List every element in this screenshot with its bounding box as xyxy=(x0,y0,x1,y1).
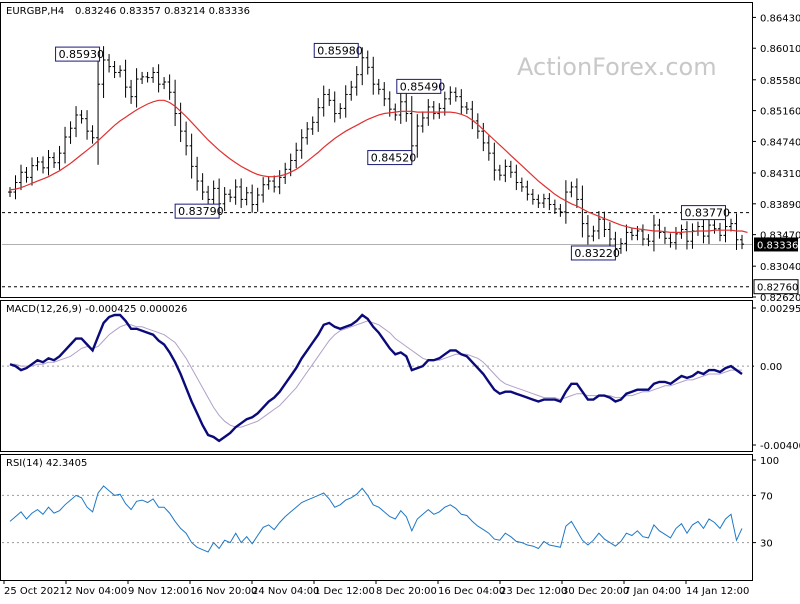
x-tick-label: 14 Jan 12:00 xyxy=(686,586,749,597)
rsi-line xyxy=(9,485,743,553)
price-callout-box xyxy=(396,78,442,94)
rsi-y-tick-label: 30 xyxy=(760,539,773,550)
x-tick-label: 8 Dec 20:00 xyxy=(376,586,437,597)
price-callout-label: 0.85980 xyxy=(317,44,363,57)
ohlc-readout: 0.83246 0.83357 0.83214 0.83336 xyxy=(75,6,250,17)
price-y-tick-label: 0.85580 xyxy=(760,76,800,87)
macd-signal-line xyxy=(10,320,742,428)
macd-y-tick-label: 0.002955 xyxy=(760,304,800,315)
price-callout-box xyxy=(174,203,220,219)
price-y-tick-label: 0.83890 xyxy=(760,200,800,211)
macd-title: MACD(12,26,9) -0.000425 0.000026 xyxy=(6,304,187,315)
support-price-label: 0.82760 xyxy=(757,283,798,294)
price-y-tick-label: 0.82620 xyxy=(760,293,800,304)
price-callout-box xyxy=(680,205,726,221)
rsi-pane-frame xyxy=(0,454,753,581)
price-y-tick-label: 0.85160 xyxy=(760,107,800,118)
x-tick-label: 24 Nov 04:00 xyxy=(252,586,319,597)
price-callout-box xyxy=(570,245,616,261)
macd-current-box xyxy=(754,359,798,374)
price-callout-box xyxy=(55,46,101,62)
price-callout-label: 0.84520 xyxy=(371,152,417,165)
macd-line xyxy=(9,313,743,443)
macd-current-label: 0.00 xyxy=(760,362,782,373)
current-price-label: 0.83336 xyxy=(757,240,798,251)
moving-average-line xyxy=(9,99,748,233)
support-price-box xyxy=(753,279,799,295)
price-callout-box xyxy=(367,150,413,166)
price-callout-label: 0.83220 xyxy=(574,247,620,260)
current-price-box xyxy=(754,237,798,252)
x-tick-label: 2 Nov 04:00 xyxy=(66,586,127,597)
price-y-tick-label: 0.86430 xyxy=(760,13,800,24)
rsi-title: RSI(14) 42.3405 xyxy=(6,458,87,469)
rsi-y-tick-label: 100 xyxy=(760,456,779,467)
x-tick-label: 25 Oct 2021 xyxy=(4,586,66,597)
price-y-tick-label: 0.86010 xyxy=(760,44,800,55)
macd-pane-frame xyxy=(0,300,753,452)
price-callout-label: 0.83770 xyxy=(684,207,730,220)
price-y-tick-label: 0.84740 xyxy=(760,137,800,148)
price-pane-frame xyxy=(0,2,753,298)
x-tick-label: 30 Dec 20:00 xyxy=(562,586,629,597)
price-callout-label: 0.85490 xyxy=(400,80,446,93)
x-tick-label: 1 Dec 12:00 xyxy=(314,586,375,597)
x-tick-label: 23 Dec 12:00 xyxy=(500,586,567,597)
price-callout-box xyxy=(313,42,359,58)
price-callout-label: 0.85930 xyxy=(59,48,105,61)
rsi-y-tick-label: 70 xyxy=(760,491,773,502)
x-tick-label: 9 Nov 12:00 xyxy=(128,586,189,597)
price-y-tick-label: 0.84310 xyxy=(760,169,800,180)
price-callout-label: 0.83790 xyxy=(178,205,224,218)
watermark: ActionForex.com xyxy=(517,53,717,81)
price-chart-title: EURGBP,H4 xyxy=(6,6,64,17)
x-tick-label: 7 Jan 04:00 xyxy=(624,586,681,597)
price-y-tick-label: 0.83040 xyxy=(760,262,800,273)
price-y-tick-label: 0.83470 xyxy=(760,231,800,242)
x-tick-label: 16 Nov 20:00 xyxy=(190,586,257,597)
macd-y-tick-label: -0.004009 xyxy=(760,441,800,452)
x-tick-label: 16 Dec 04:00 xyxy=(438,586,505,597)
